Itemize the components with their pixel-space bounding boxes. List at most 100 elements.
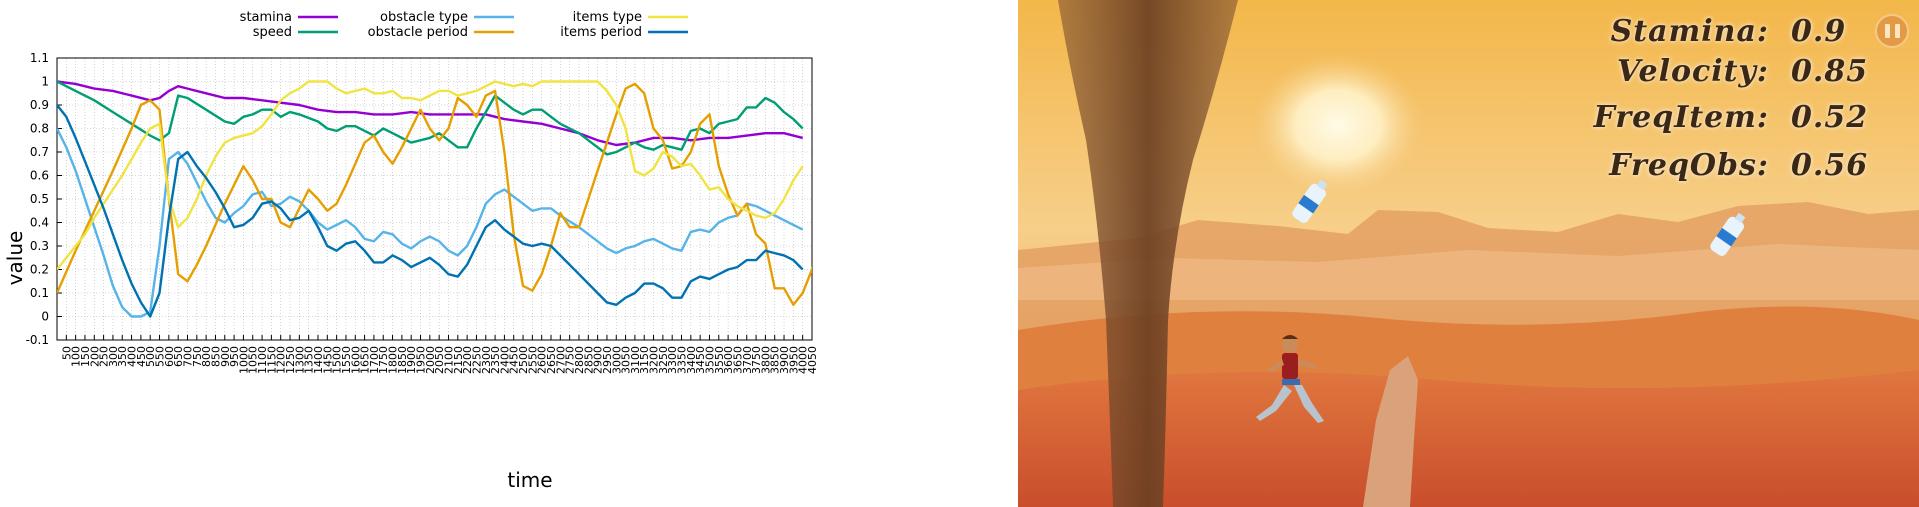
x-tick-label: 3300: [666, 346, 679, 374]
x-tick-label: 2900: [592, 346, 605, 374]
y-tick-label: 0.5: [30, 192, 49, 206]
x-tick-label: 550: [154, 346, 167, 367]
y-tick-label: -0.1: [26, 333, 49, 347]
series-line-speed: [57, 80, 804, 156]
game-scene: [1018, 0, 1919, 507]
x-tick-label: 1200: [275, 346, 288, 374]
x-tick-label: 950: [228, 346, 241, 367]
x-tick-label: 1700: [368, 346, 381, 374]
x-tick-label: 2850: [582, 346, 595, 374]
legend-label: speed: [253, 25, 292, 40]
x-tick-label: 500: [144, 346, 157, 367]
hud-velocity-label: Velocity:: [1616, 54, 1769, 89]
legend-label: stamina: [240, 10, 292, 25]
x-tick-label: 600: [163, 346, 176, 367]
y-tick-label: 0.8: [30, 122, 49, 136]
x-tick-label: 3450: [694, 346, 707, 374]
y-tick-label: 0.1: [30, 286, 49, 300]
x-tick-label: 1300: [293, 346, 306, 374]
x-tick-label: 3100: [629, 346, 642, 374]
x-tick-label: 3850: [769, 346, 782, 374]
y-axis-label: value: [3, 231, 27, 286]
x-tick-label: 3400: [685, 346, 698, 374]
x-tick-label: 1900: [405, 346, 418, 374]
runner-character: [1256, 335, 1324, 423]
x-tick-label: 1400: [312, 346, 325, 374]
x-tick-label: 1150: [265, 346, 278, 374]
y-tick-label: 0.9: [30, 98, 49, 112]
pause-button[interactable]: [1875, 14, 1909, 48]
x-tick-label: 650: [172, 346, 185, 367]
x-tick-label: 1600: [349, 346, 362, 374]
x-tick-label: 3350: [676, 346, 689, 374]
x-tick-label: 3950: [787, 346, 800, 374]
x-tick-label: 4000: [797, 346, 810, 374]
x-tick-label: 250: [98, 346, 111, 367]
hud-freqobs: FreqObs: 0.56: [1609, 148, 1877, 183]
hud-stamina: Stamina: 0.9: [1611, 14, 1877, 49]
mesa-haze: [1018, 244, 1919, 300]
x-tick-label: 2700: [554, 346, 567, 374]
x-tick-label: 1500: [331, 346, 344, 374]
x-tick-label: 2550: [526, 346, 539, 374]
x-tick-label: 1350: [303, 346, 316, 374]
x-tick-label: 3150: [638, 346, 651, 374]
rock-pillar: [1363, 356, 1418, 507]
hud-stamina-value: 0.9: [1791, 14, 1847, 49]
x-tick-label: 3700: [741, 346, 754, 374]
x-tick-label: 3200: [648, 346, 661, 374]
x-tick-label: 850: [209, 346, 222, 367]
hud-freqitem-value: 0.52: [1791, 100, 1869, 135]
y-tick-label: 0.7: [30, 145, 49, 159]
plot-frame: [56, 57, 813, 341]
y-tick-label: 1.1: [30, 51, 49, 65]
x-tick-label: 2300: [480, 346, 493, 374]
legend-label: obstacle type: [380, 10, 468, 25]
line-chart: 5010015020025030035040045050055060065070…: [3, 10, 819, 492]
series-lines: [57, 80, 812, 318]
x-tick-label: 2800: [573, 346, 586, 374]
x-tick-label: 700: [181, 346, 194, 367]
y-tick-label: 0.2: [30, 263, 49, 277]
water-bottle-item: [1292, 179, 1328, 223]
x-tick-label: 450: [135, 346, 148, 367]
x-tick-label: 800: [200, 346, 213, 367]
hud-stamina-label: Stamina:: [1610, 14, 1769, 49]
legend-label: items type: [573, 10, 642, 25]
x-tick-label: 3650: [731, 346, 744, 374]
x-tick-label: 1950: [415, 346, 428, 374]
x-axis-label: time: [507, 468, 552, 492]
x-tick-label: 2500: [517, 346, 530, 374]
hud-velocity-value: 0.85: [1791, 54, 1869, 89]
y-tick-label: 0.4: [30, 216, 49, 230]
x-tick-label: 3050: [620, 346, 633, 374]
x-tick-label: 1650: [359, 346, 372, 374]
y-tick-label: 1: [41, 75, 49, 89]
series-line-items-type: [57, 80, 804, 271]
hud-freqobs-label: FreqObs:: [1609, 148, 1769, 183]
x-tick-label: 2950: [601, 346, 614, 374]
hud-freqitem: FreqItem: 0.52: [1594, 100, 1877, 135]
x-tick-label: 1450: [321, 346, 334, 374]
x-tick-label: 2250: [470, 346, 483, 374]
sun: [1253, 55, 1423, 195]
chart-panel: 50 100 150 200 250 300 350 400 450 500 550 600 650 70…: [3, 10, 819, 492]
hud-freqobs-value: 0.56: [1791, 148, 1869, 183]
game-panel[interactable]: Stamina: 0.9 Velocity: 0.85 FreqItem: 0.…: [1018, 0, 1919, 507]
x-tick-label: 750: [191, 346, 204, 367]
hud-velocity: Velocity: 0.85: [1617, 54, 1877, 89]
x-tick-label: 2000: [424, 346, 437, 374]
front-dunes: [1018, 370, 1919, 507]
x-tick-label: 3250: [657, 346, 670, 374]
x-tick-label: 1800: [387, 346, 400, 374]
y-tick-label: 0.6: [30, 169, 49, 183]
x-tick-label: 1100: [256, 346, 269, 374]
legend-label: obstacle period: [368, 25, 468, 40]
x-tick-label: 2100: [442, 346, 455, 374]
x-tick-label: 900: [219, 346, 232, 367]
x-tick-label: 3600: [722, 346, 735, 374]
y-tick-label: 0.3: [30, 239, 49, 253]
x-tick-label: 2450: [508, 346, 521, 374]
x-tick-label: 3900: [778, 346, 791, 374]
